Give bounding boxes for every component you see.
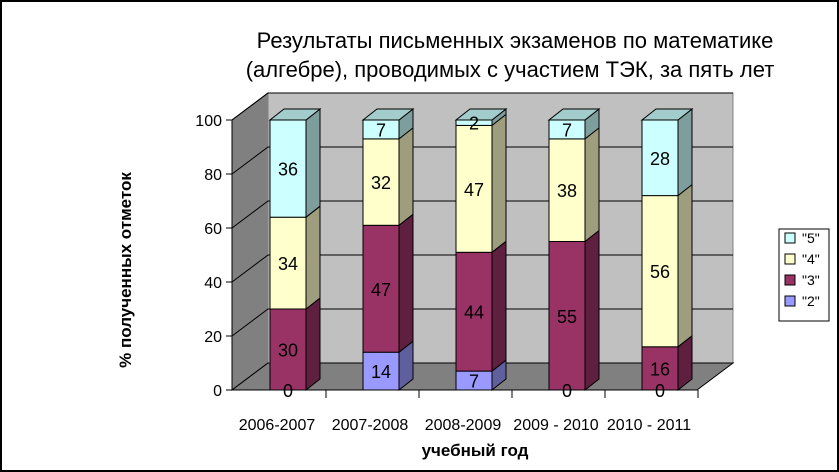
bar-segment <box>362 224 400 353</box>
data-label: 0 <box>655 381 665 401</box>
bar-top <box>547 108 601 121</box>
bar-segment-side <box>491 240 507 373</box>
side-wall <box>231 92 269 391</box>
bar-segment <box>269 119 307 218</box>
y-tick-label: 60 <box>204 221 222 238</box>
data-label: 0 <box>283 381 293 401</box>
data-label: 7 <box>376 120 386 140</box>
x-tick-label: 2007-2008 <box>332 417 409 434</box>
y-tick-label: 80 <box>204 167 222 184</box>
bar-segment-side <box>305 205 321 311</box>
bar-segment-side <box>491 113 507 254</box>
x-axis-title: учебный год <box>422 441 529 460</box>
bar-segment-side <box>398 213 414 354</box>
data-label: 44 <box>464 303 484 323</box>
data-label: 47 <box>371 280 391 300</box>
bar-segment <box>641 195 679 348</box>
data-label: 47 <box>464 180 484 200</box>
bar-segment-side <box>584 229 600 392</box>
bar-top <box>361 108 415 121</box>
bar-segment-side <box>677 107 693 197</box>
chart-title-line-2: (алгебре), проводимых с участием ТЭК, за… <box>246 57 775 82</box>
bar-segment-side <box>305 296 321 392</box>
bar-top <box>268 108 322 121</box>
data-label: 55 <box>557 307 577 327</box>
bar-segment-side <box>305 107 321 219</box>
data-label: 28 <box>650 149 670 169</box>
legend-label: "2" <box>802 293 820 309</box>
legend-swatch <box>784 274 796 286</box>
legend-label: "3" <box>802 272 820 288</box>
y-tick-label: 0 <box>213 383 222 400</box>
data-label: 14 <box>371 362 391 382</box>
bar-segment-side <box>677 183 693 348</box>
data-label: 34 <box>278 254 298 274</box>
bar-segment-side <box>584 126 600 243</box>
data-label: 2 <box>469 114 479 134</box>
x-tick-label: 2009 - 2010 <box>513 417 599 434</box>
bar-top <box>454 108 508 121</box>
y-tick-label: 20 <box>204 329 222 346</box>
bar-segment <box>548 241 586 391</box>
x-tick-label: 2010 - 2011 <box>607 417 691 434</box>
y-tick-label: 100 <box>195 113 222 130</box>
data-label: 38 <box>557 181 577 201</box>
data-label: 36 <box>278 160 298 180</box>
bar-segment <box>548 138 586 242</box>
gridline <box>231 92 733 121</box>
data-label: 32 <box>371 173 391 193</box>
legend-swatch <box>784 295 796 307</box>
data-label: 7 <box>469 372 479 392</box>
bar-segment <box>269 216 307 310</box>
data-label: 30 <box>278 341 298 361</box>
y-tick-label: 40 <box>204 275 222 292</box>
legend-label: "4" <box>802 251 820 267</box>
bar-segment <box>455 251 493 372</box>
data-label: 16 <box>650 359 670 379</box>
legend-swatch <box>784 253 796 265</box>
chart-title-line-1: Результаты письменных экзаменов по матем… <box>257 28 774 53</box>
x-tick-label: 2006-2007 <box>239 417 316 434</box>
bar-segment-side <box>398 126 414 227</box>
legend-label: "5" <box>802 230 820 246</box>
data-label: 56 <box>650 262 670 282</box>
legend-swatch <box>784 232 796 244</box>
data-label: 0 <box>562 381 572 401</box>
data-label: 7 <box>562 120 572 140</box>
bar-top <box>640 108 694 121</box>
y-axis-title: % полученных отметок <box>116 172 135 368</box>
x-tick-label: 2008-2009 <box>425 417 502 434</box>
